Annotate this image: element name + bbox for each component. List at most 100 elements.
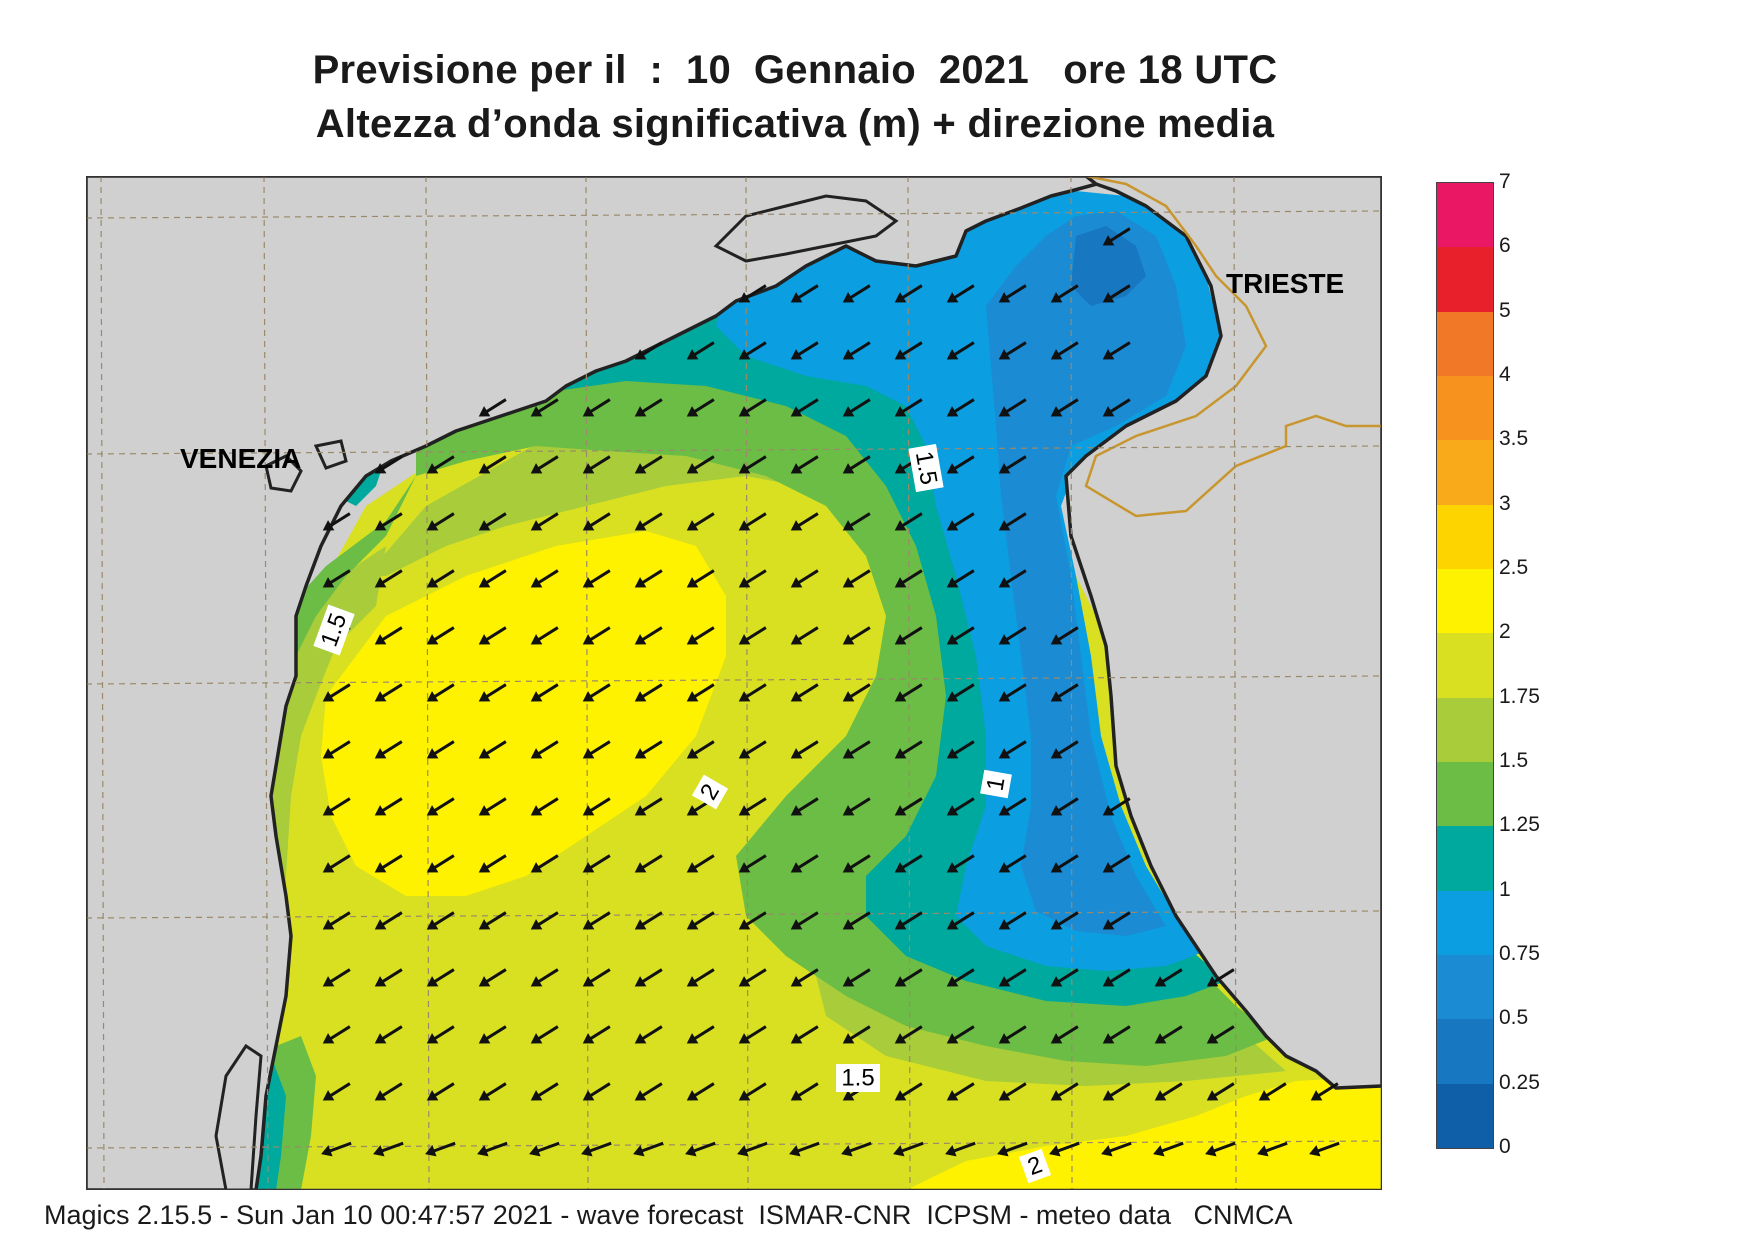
direction-arrow xyxy=(842,569,871,588)
scale-band xyxy=(1437,1019,1493,1084)
direction-arrow xyxy=(842,626,871,645)
scale-tick-label: 0.75 xyxy=(1499,942,1540,965)
direction-arrow xyxy=(1205,1141,1236,1157)
venice-lagoon-island-2 xyxy=(313,439,348,470)
direction-arrow xyxy=(686,740,715,759)
direction-arrow xyxy=(1309,1141,1340,1157)
scale-tick-label: 3.5 xyxy=(1499,427,1529,451)
direction-arrow xyxy=(1050,626,1079,645)
direction-arrow xyxy=(426,968,455,987)
direction-arrow xyxy=(581,1141,612,1157)
direction-arrow xyxy=(1102,854,1131,873)
direction-arrow xyxy=(998,854,1027,873)
direction-arrow xyxy=(633,1141,664,1157)
lat-lon-grid xyxy=(86,176,1382,1190)
land-shapes xyxy=(86,176,1382,1190)
direction-arrow xyxy=(373,1141,404,1157)
direction-arrow xyxy=(374,683,403,702)
direction-arrow xyxy=(998,569,1027,588)
direction-arrow xyxy=(946,1082,975,1101)
direction-arrow xyxy=(634,341,663,360)
direction-arrow xyxy=(478,455,507,474)
direction-arrow xyxy=(374,740,403,759)
direction-arrow xyxy=(790,341,819,360)
direction-arrow xyxy=(582,911,611,930)
direction-arrow xyxy=(478,683,507,702)
direction-arrow xyxy=(738,512,767,531)
direction-arrow xyxy=(634,1082,663,1101)
direction-arrow xyxy=(582,968,611,987)
direction-arrow xyxy=(426,683,455,702)
direction-arrow xyxy=(1102,1082,1131,1101)
direction-arrow xyxy=(738,797,767,816)
direction-arrow xyxy=(426,569,455,588)
direction-arrow xyxy=(738,569,767,588)
direction-arrow xyxy=(530,455,559,474)
direction-arrow xyxy=(894,968,923,987)
direction-arrow xyxy=(738,341,767,360)
direction-arrow xyxy=(322,1025,351,1044)
direction-arrow xyxy=(634,854,663,873)
direction-arrow xyxy=(842,740,871,759)
direction-arrow xyxy=(1206,968,1235,987)
direction-arrow xyxy=(737,1141,768,1157)
scale-tick-label: 3 xyxy=(1499,491,1511,515)
wave-height-map: 1.5 1.5 1.5 1 2 2 VENEZ xyxy=(86,176,1382,1190)
direction-arrow xyxy=(946,968,975,987)
direction-arrow xyxy=(1154,1025,1183,1044)
direction-arrow xyxy=(582,683,611,702)
scale-band xyxy=(1437,375,1493,441)
direction-arrow xyxy=(686,683,715,702)
scale-band xyxy=(1437,890,1493,955)
direction-arrow xyxy=(634,455,663,474)
direction-arrow xyxy=(738,740,767,759)
direction-arrow xyxy=(634,569,663,588)
direction-arrow xyxy=(1101,1141,1132,1157)
mean-direction-arrows xyxy=(321,227,1340,1157)
scale-tick-label: 5 xyxy=(1499,298,1511,322)
direction-arrow xyxy=(1206,1082,1235,1101)
direction-arrow xyxy=(998,626,1027,645)
direction-arrow xyxy=(1050,683,1079,702)
direction-arrow xyxy=(426,740,455,759)
direction-arrow xyxy=(374,1082,403,1101)
direction-arrow xyxy=(998,1025,1027,1044)
direction-arrow xyxy=(998,455,1027,474)
direction-arrow xyxy=(842,284,871,303)
direction-arrow xyxy=(686,569,715,588)
direction-arrow xyxy=(322,797,351,816)
scale-band xyxy=(1437,504,1493,569)
direction-arrow xyxy=(530,683,559,702)
scale-tick-label: 6 xyxy=(1499,234,1511,258)
direction-arrow xyxy=(1257,1141,1288,1157)
direction-arrow xyxy=(738,1082,767,1101)
direction-arrow xyxy=(946,1025,975,1044)
direction-arrow xyxy=(790,455,819,474)
direction-arrow xyxy=(894,797,923,816)
direction-arrow xyxy=(841,1141,872,1157)
direction-arrow xyxy=(530,740,559,759)
north-coast-land xyxy=(86,176,1382,1190)
direction-arrow xyxy=(1102,968,1131,987)
scale-band xyxy=(1437,183,1493,248)
direction-arrow xyxy=(685,1141,716,1157)
direction-arrow xyxy=(790,1025,819,1044)
direction-arrow xyxy=(946,284,975,303)
direction-arrow xyxy=(842,512,871,531)
direction-arrow xyxy=(426,512,455,531)
direction-arrow xyxy=(946,626,975,645)
direction-arrow xyxy=(998,683,1027,702)
direction-arrow xyxy=(998,512,1027,531)
direction-arrow xyxy=(738,284,767,303)
direction-arrow xyxy=(686,512,715,531)
direction-arrow xyxy=(842,854,871,873)
direction-arrow xyxy=(1049,1141,1080,1157)
footer-credits: Magics 2.15.5 - Sun Jan 10 00:47:57 2021… xyxy=(44,1200,1293,1230)
east-coast-land xyxy=(1064,176,1382,1090)
direction-arrow xyxy=(1154,968,1183,987)
direction-arrow xyxy=(426,797,455,816)
direction-arrow xyxy=(634,911,663,930)
direction-arrow xyxy=(530,1082,559,1101)
direction-arrow xyxy=(478,1025,507,1044)
direction-arrow xyxy=(894,911,923,930)
